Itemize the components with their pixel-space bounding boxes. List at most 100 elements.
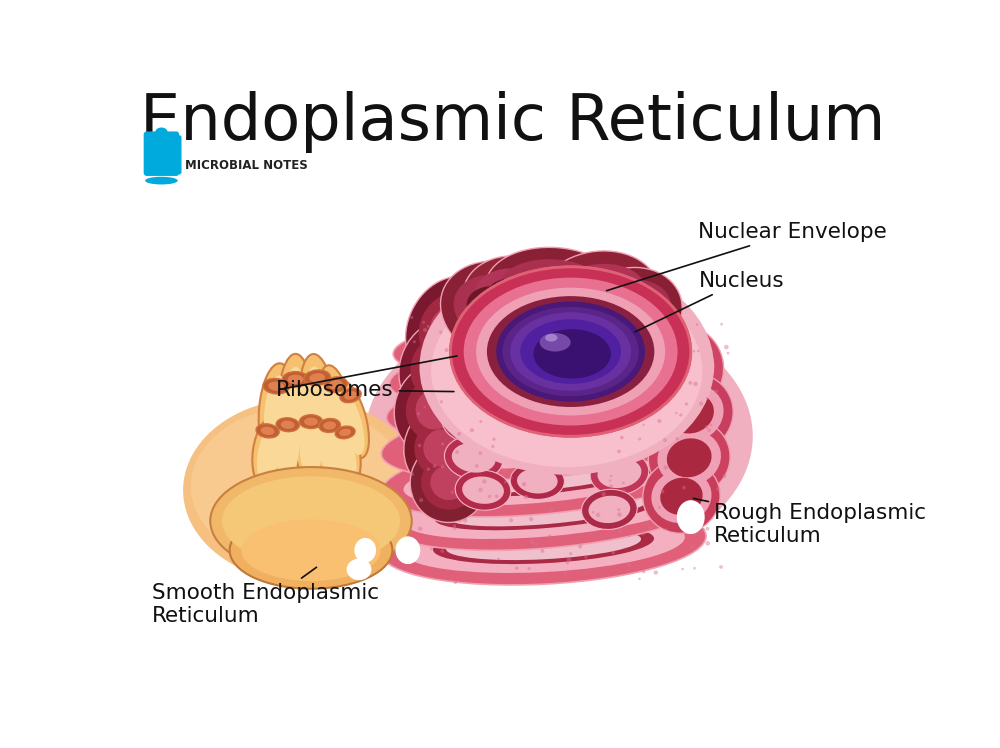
Ellipse shape [464, 278, 678, 426]
Ellipse shape [409, 352, 672, 401]
Circle shape [627, 533, 631, 537]
Ellipse shape [677, 500, 705, 534]
FancyBboxPatch shape [144, 132, 178, 175]
Ellipse shape [406, 378, 464, 441]
Circle shape [440, 400, 443, 403]
Ellipse shape [276, 417, 299, 432]
Ellipse shape [430, 465, 468, 500]
Circle shape [609, 484, 613, 488]
Text: MICROBIAL NOTES: MICROBIAL NOTES [185, 159, 308, 172]
Ellipse shape [598, 381, 644, 414]
Circle shape [716, 506, 720, 510]
Ellipse shape [334, 381, 369, 459]
Ellipse shape [561, 274, 635, 322]
Ellipse shape [507, 310, 634, 393]
Circle shape [559, 313, 563, 318]
Circle shape [653, 405, 657, 409]
Text: Rough Endoplasmic
Reticulum: Rough Endoplasmic Reticulum [693, 498, 926, 546]
Ellipse shape [276, 419, 299, 479]
Circle shape [474, 372, 477, 374]
Circle shape [453, 524, 456, 527]
Circle shape [499, 329, 502, 332]
Polygon shape [183, 399, 423, 582]
Ellipse shape [420, 259, 714, 475]
Ellipse shape [582, 489, 637, 530]
Circle shape [671, 349, 674, 352]
Ellipse shape [515, 393, 556, 418]
Ellipse shape [454, 275, 556, 352]
Circle shape [441, 465, 444, 468]
Ellipse shape [449, 361, 507, 405]
Ellipse shape [340, 388, 361, 402]
Circle shape [569, 552, 572, 555]
Ellipse shape [268, 381, 284, 391]
Ellipse shape [295, 404, 327, 481]
Ellipse shape [642, 325, 724, 409]
Ellipse shape [449, 405, 495, 437]
Circle shape [584, 399, 587, 402]
Ellipse shape [431, 275, 702, 467]
Ellipse shape [486, 278, 554, 325]
Ellipse shape [540, 333, 571, 352]
Ellipse shape [403, 444, 696, 506]
Ellipse shape [575, 268, 682, 359]
Circle shape [709, 423, 712, 426]
Circle shape [722, 473, 727, 478]
Ellipse shape [145, 177, 178, 185]
Ellipse shape [450, 267, 691, 436]
Ellipse shape [394, 364, 476, 455]
Circle shape [482, 406, 486, 410]
Circle shape [529, 517, 533, 521]
Circle shape [604, 352, 607, 355]
Circle shape [534, 542, 539, 547]
Circle shape [598, 399, 602, 403]
Circle shape [699, 524, 702, 527]
Ellipse shape [305, 367, 330, 444]
Circle shape [550, 316, 555, 321]
Circle shape [617, 450, 621, 453]
Ellipse shape [429, 305, 472, 352]
Ellipse shape [414, 419, 468, 476]
Ellipse shape [467, 286, 543, 340]
Circle shape [509, 518, 513, 522]
Circle shape [706, 397, 709, 399]
Circle shape [627, 562, 632, 566]
Ellipse shape [335, 426, 355, 439]
Ellipse shape [651, 470, 712, 523]
Ellipse shape [300, 414, 322, 478]
Circle shape [427, 325, 430, 328]
Ellipse shape [450, 337, 619, 361]
Circle shape [716, 487, 720, 491]
Circle shape [454, 580, 457, 584]
Circle shape [720, 323, 723, 325]
Circle shape [705, 527, 709, 530]
Circle shape [566, 561, 569, 565]
Ellipse shape [259, 364, 294, 456]
Ellipse shape [347, 559, 371, 580]
Ellipse shape [586, 280, 671, 346]
Circle shape [513, 319, 517, 324]
Circle shape [423, 406, 426, 408]
Circle shape [495, 494, 498, 498]
Circle shape [567, 362, 570, 365]
Circle shape [512, 355, 516, 358]
Circle shape [622, 489, 625, 492]
Circle shape [697, 350, 699, 352]
Circle shape [640, 413, 644, 417]
Ellipse shape [434, 420, 660, 460]
Ellipse shape [526, 326, 612, 380]
Ellipse shape [448, 423, 647, 456]
Ellipse shape [410, 442, 488, 523]
Ellipse shape [263, 378, 289, 394]
Ellipse shape [403, 479, 692, 539]
Circle shape [663, 438, 667, 442]
Circle shape [618, 529, 623, 533]
Ellipse shape [462, 476, 504, 504]
Ellipse shape [441, 397, 503, 444]
Ellipse shape [319, 419, 340, 432]
Circle shape [609, 479, 611, 482]
Circle shape [413, 340, 416, 343]
Circle shape [488, 494, 491, 498]
Circle shape [699, 402, 703, 405]
Circle shape [696, 323, 699, 326]
